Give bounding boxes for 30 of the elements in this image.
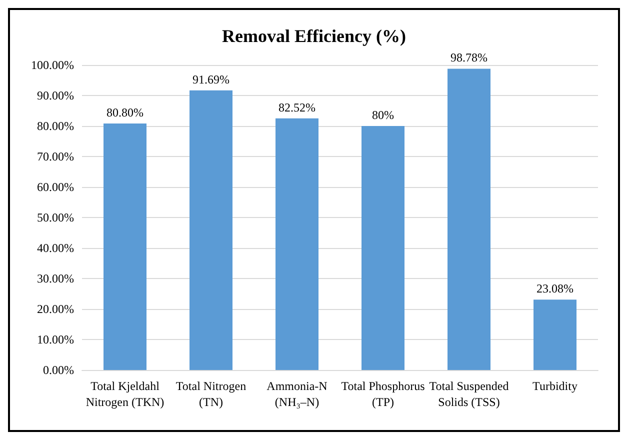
y-tick-label: 90.00% <box>37 88 74 102</box>
data-label: 91.69% <box>192 72 230 86</box>
y-tick-label: 10.00% <box>37 332 74 346</box>
y-tick-label: 20.00% <box>37 302 74 316</box>
bar <box>448 68 490 370</box>
x-tick-label: Ammonia-N (NH₃–N) <box>266 379 328 409</box>
data-label: 98.78% <box>450 50 488 65</box>
y-tick-label: 100.00% <box>31 58 74 72</box>
y-tick-label: 60.00% <box>37 180 74 194</box>
x-tick-label: Turbidity <box>532 379 578 393</box>
x-tick-label: Total Phosphorus (TP) <box>341 379 426 409</box>
y-tick-label: 0.00% <box>43 363 74 377</box>
y-tick-label: 70.00% <box>37 150 74 164</box>
bar <box>276 118 318 370</box>
data-label: 82.52% <box>278 100 316 114</box>
bar <box>534 300 576 370</box>
data-label: 80.80% <box>106 106 144 120</box>
y-tick-label: 80.00% <box>37 119 74 133</box>
x-tick-label: Total Kjeldahl Nitrogen (TKN) <box>86 379 164 409</box>
data-label: 80% <box>372 108 394 122</box>
x-tick-label: Total Suspended Solids (TSS) <box>429 379 509 409</box>
data-label: 23.08% <box>536 282 574 296</box>
bar <box>190 90 232 370</box>
y-tick-label: 40.00% <box>37 241 74 255</box>
y-tick-label: 30.00% <box>37 272 74 286</box>
chart-title: Removal Efficiency (%) <box>222 26 406 46</box>
y-tick-label: 50.00% <box>37 210 74 224</box>
x-tick-label: Total Nitrogen (TN) <box>176 379 246 409</box>
bar <box>104 124 146 370</box>
bar <box>362 126 404 370</box>
